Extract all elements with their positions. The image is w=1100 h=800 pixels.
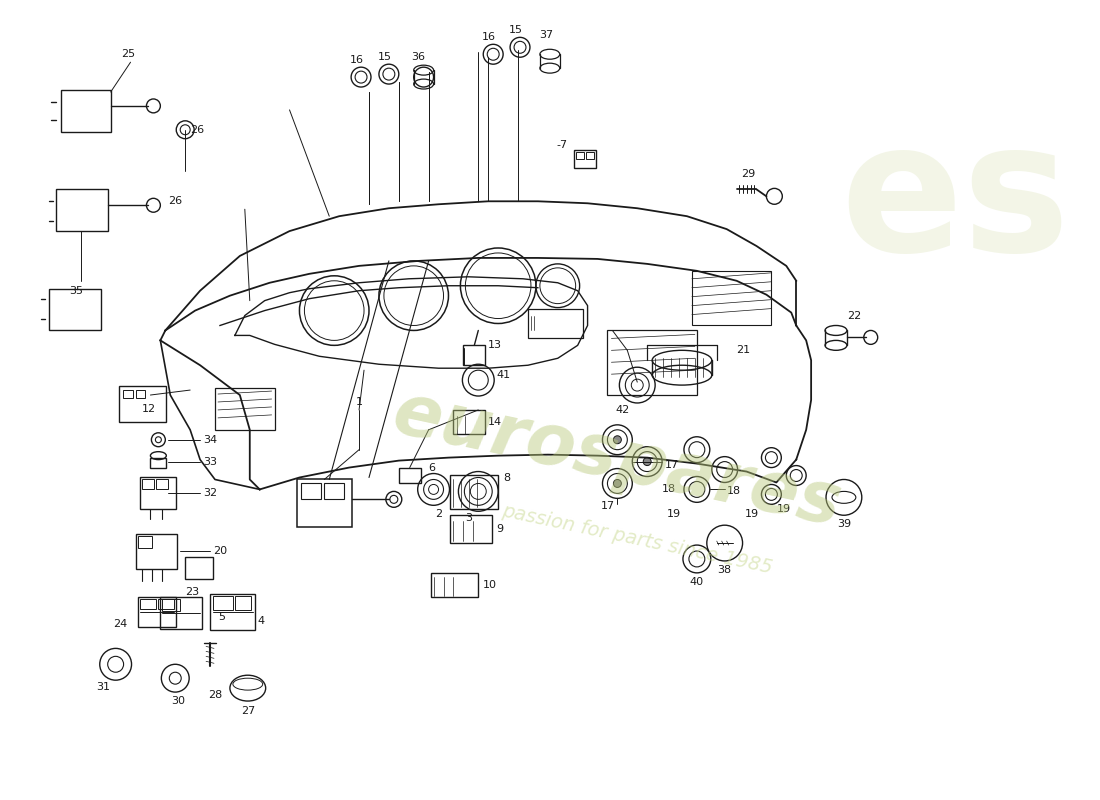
Text: 26: 26: [168, 196, 183, 206]
Text: 17: 17: [601, 502, 615, 511]
Bar: [119, 386, 166, 422]
Bar: [463, 346, 485, 366]
Bar: [574, 150, 595, 167]
Text: 19: 19: [778, 504, 791, 514]
Text: 35: 35: [69, 286, 82, 296]
Text: es: es: [840, 114, 1070, 290]
Text: 41: 41: [496, 370, 510, 380]
Text: 40: 40: [690, 577, 704, 587]
Bar: [60, 90, 111, 132]
Bar: [451, 515, 492, 543]
Text: 16: 16: [350, 55, 364, 65]
Text: 19: 19: [667, 510, 681, 519]
Text: 31: 31: [96, 682, 110, 692]
Bar: [301, 483, 321, 499]
Text: 14: 14: [488, 417, 503, 427]
Bar: [607, 330, 697, 395]
Circle shape: [614, 479, 622, 487]
Bar: [161, 597, 202, 629]
Text: 38: 38: [717, 565, 732, 575]
Text: 3: 3: [465, 514, 472, 523]
Text: 1: 1: [355, 397, 363, 407]
Text: 29: 29: [741, 170, 756, 179]
Bar: [139, 536, 153, 548]
Bar: [141, 598, 156, 609]
Bar: [135, 390, 145, 398]
Bar: [141, 478, 176, 510]
Bar: [163, 598, 180, 610]
Text: 8: 8: [503, 474, 510, 483]
Text: 4: 4: [257, 615, 265, 626]
Text: 34: 34: [204, 434, 217, 445]
Text: 9: 9: [496, 524, 504, 534]
Bar: [453, 410, 485, 434]
Text: 13: 13: [488, 340, 503, 350]
Bar: [214, 388, 275, 430]
Text: 15: 15: [509, 26, 522, 35]
Text: 42: 42: [615, 405, 629, 415]
Bar: [210, 594, 255, 630]
Text: 19: 19: [745, 510, 759, 519]
Text: 21: 21: [737, 346, 750, 355]
Bar: [235, 596, 251, 610]
Circle shape: [644, 458, 651, 466]
Bar: [585, 152, 594, 158]
Text: 27: 27: [241, 706, 255, 716]
Bar: [156, 479, 168, 490]
Text: 6: 6: [429, 462, 436, 473]
Text: 36: 36: [411, 52, 426, 62]
Bar: [135, 534, 177, 569]
Text: 18: 18: [727, 486, 740, 497]
Text: 28: 28: [208, 690, 222, 700]
Text: 30: 30: [172, 696, 185, 706]
Text: 18: 18: [662, 485, 676, 494]
Circle shape: [614, 436, 622, 444]
Text: 39: 39: [837, 519, 851, 530]
Bar: [451, 474, 498, 510]
Text: 17: 17: [666, 459, 679, 470]
Bar: [139, 597, 176, 626]
Text: 22: 22: [847, 310, 861, 321]
Bar: [158, 598, 174, 609]
Text: eurospares: eurospares: [387, 378, 848, 541]
Text: 24: 24: [113, 618, 128, 629]
Text: passion for parts since 1985: passion for parts since 1985: [500, 501, 774, 577]
Text: 20: 20: [213, 546, 227, 556]
Bar: [575, 152, 584, 158]
Bar: [430, 573, 478, 597]
Bar: [56, 190, 108, 231]
Text: 12: 12: [142, 404, 155, 414]
Bar: [213, 596, 233, 610]
Text: 16: 16: [482, 32, 496, 42]
Text: 5: 5: [218, 611, 226, 622]
Bar: [143, 479, 154, 490]
Bar: [185, 557, 213, 579]
Bar: [324, 483, 344, 499]
Text: 10: 10: [483, 580, 497, 590]
Bar: [151, 458, 166, 467]
Text: 15: 15: [378, 52, 392, 62]
Text: 32: 32: [204, 488, 217, 498]
Bar: [297, 479, 352, 527]
Text: 25: 25: [121, 50, 135, 59]
Text: 26: 26: [190, 125, 205, 134]
Text: -7: -7: [557, 140, 568, 150]
Bar: [399, 467, 420, 483]
Text: 23: 23: [185, 586, 199, 597]
Bar: [528, 309, 583, 338]
Text: 37: 37: [539, 30, 553, 40]
Bar: [50, 289, 101, 330]
Text: 2: 2: [434, 510, 442, 519]
Bar: [692, 271, 771, 326]
Bar: [122, 390, 132, 398]
Text: 33: 33: [204, 457, 217, 466]
